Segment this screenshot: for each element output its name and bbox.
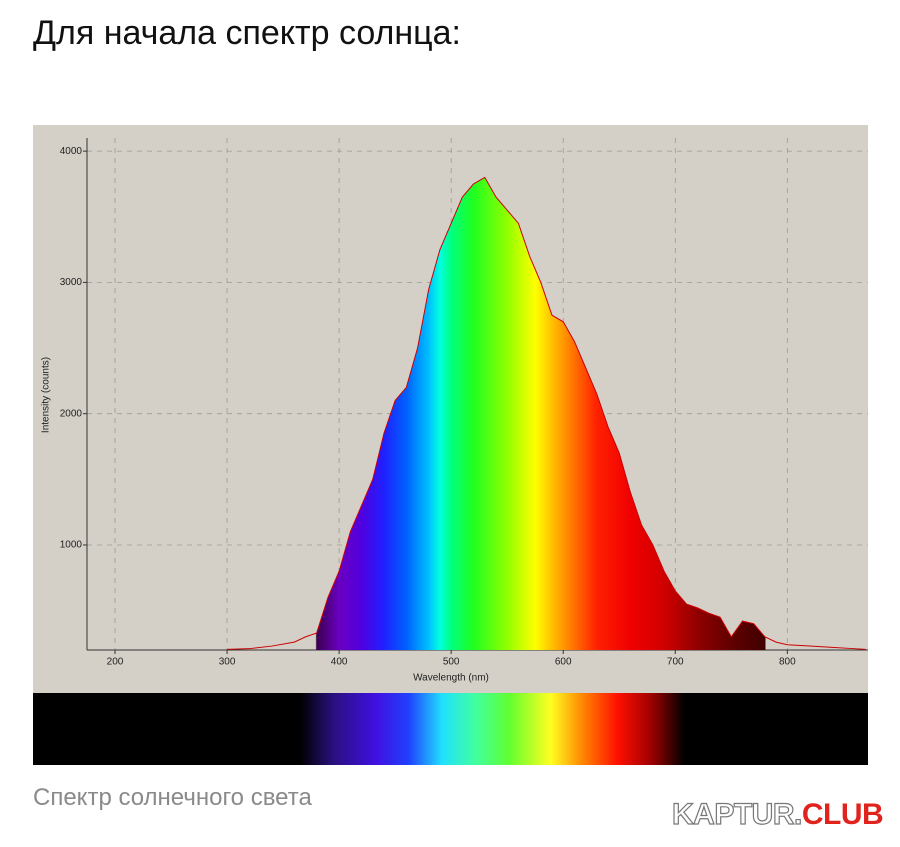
y-tick-label: 2000 <box>60 408 83 419</box>
heading: Для начала спектр солнца: <box>33 14 461 52</box>
y-axis-label: Intensity (counts) <box>41 357 52 433</box>
spectrum-line <box>227 176 866 650</box>
x-tick-label: 300 <box>219 657 236 668</box>
x-axis-label: Wavelength (nm) <box>413 673 489 684</box>
x-tick-label: 400 <box>331 657 348 668</box>
x-tick-label: 800 <box>779 657 796 668</box>
x-tick-label: 600 <box>555 657 572 668</box>
caption: Спектр солнечного света <box>33 784 312 811</box>
logo-suffix: CLUB <box>801 798 884 831</box>
logo-brand: KAPTUR. <box>671 797 803 831</box>
x-tick-label: 700 <box>667 657 684 668</box>
x-tick-label: 200 <box>107 657 124 668</box>
x-tick-label: 500 <box>443 657 460 668</box>
y-tick-label: 4000 <box>60 146 83 157</box>
spectrum-strip-colors <box>33 693 868 765</box>
spectrum-area <box>227 177 866 650</box>
y-tick-label: 3000 <box>60 277 83 288</box>
y-tick-label: 1000 <box>60 540 83 551</box>
chart: Wavelength (nm) Intensity (counts) 200 30… <box>33 125 868 765</box>
logo: KAPTUR.CLUB <box>671 797 884 832</box>
